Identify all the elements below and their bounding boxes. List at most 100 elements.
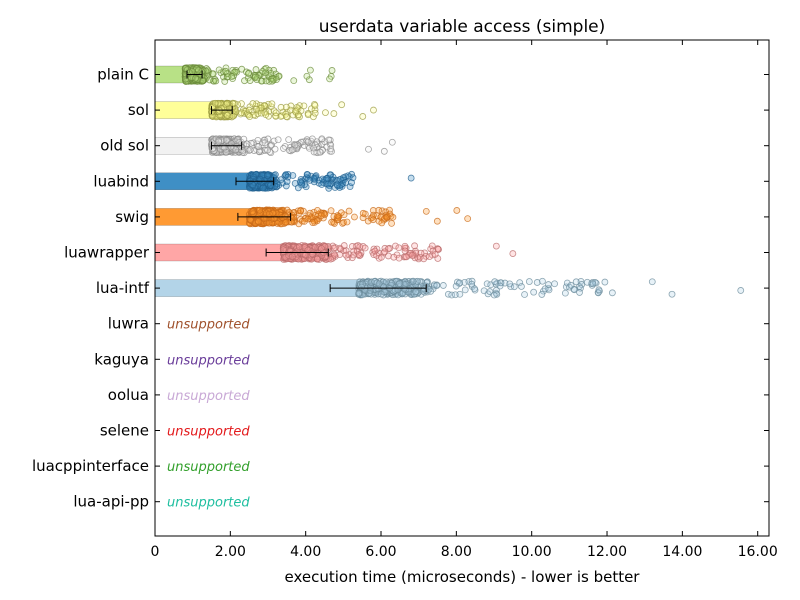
sample-point-luawrapper	[420, 255, 428, 263]
sample-point-old-sol	[280, 145, 287, 152]
sample-point-plain-c	[262, 77, 270, 85]
sample-point-swig	[345, 207, 353, 215]
x-axis-title: execution time (microseconds) - lower is…	[285, 568, 641, 586]
sample-point-swig	[309, 219, 317, 226]
sample-point-swig	[388, 219, 395, 227]
sample-point-lua-intf	[506, 280, 514, 288]
sample-point-sol	[293, 103, 301, 111]
sample-point-luawrapper	[311, 243, 319, 251]
sample-point-lua-intf	[518, 283, 525, 290]
unsupported-label-luwra: unsupported	[167, 318, 250, 333]
sample-point-luawrapper	[492, 242, 500, 250]
sample-point-plain-c	[262, 69, 270, 77]
sample-point-lua-intf	[539, 277, 546, 285]
sample-point-sol	[238, 100, 245, 108]
sample-point-swig	[248, 208, 256, 216]
sample-point-sol	[257, 109, 265, 117]
sample-point-plain-c	[212, 77, 220, 85]
sample-point-swig	[314, 206, 321, 214]
sample-point-luabind	[342, 179, 350, 186]
sample-point-lua-intf	[412, 288, 419, 296]
sample-point-swig	[260, 215, 268, 222]
sample-point-lua-intf	[358, 283, 365, 291]
sample-point-lua-intf	[561, 289, 569, 297]
sample-point-swig	[389, 213, 397, 221]
bar-sol	[154, 101, 214, 119]
sample-point-sol	[272, 109, 280, 117]
sample-point-sol	[300, 102, 308, 110]
sample-point-plain-c	[328, 67, 336, 74]
sample-point-plain-c	[252, 73, 259, 81]
y-label-old-sol: old sol	[100, 137, 149, 155]
sample-point-sol	[330, 110, 338, 117]
sample-point-swig	[369, 207, 377, 214]
sample-point-plain-c	[228, 73, 236, 80]
sample-point-old-sol	[209, 145, 217, 153]
sample-point-luawrapper	[377, 253, 385, 261]
x-tick-label-5: 10.00	[512, 544, 552, 560]
sample-point-luabind	[318, 181, 326, 188]
sample-point-old-sol	[304, 138, 312, 146]
y-label-sol: sol	[128, 101, 149, 119]
x-tick-label-3: 6.00	[365, 544, 396, 560]
sample-point-luabind	[296, 178, 304, 186]
sample-point-lua-intf	[468, 280, 476, 288]
y-label-kaguya: kaguya	[94, 350, 149, 368]
sample-point-plain-c	[252, 66, 260, 73]
sample-point-swig	[464, 215, 472, 223]
sample-point-sol	[311, 102, 319, 109]
unsupported-label-lua-api-pp: unsupported	[167, 496, 250, 511]
bar-luabind	[154, 172, 250, 190]
sample-point-swig	[369, 216, 377, 224]
y-label-luawrapper: luawrapper	[64, 244, 150, 262]
sample-point-plain-c	[303, 72, 311, 80]
sample-point-plain-c	[305, 76, 313, 84]
unsupported-label-oolua: unsupported	[167, 389, 250, 404]
sample-point-luabind	[259, 184, 267, 192]
sample-point-swig	[453, 207, 461, 214]
sample-point-old-sol	[222, 136, 230, 144]
sample-point-sol	[291, 107, 299, 115]
sample-point-old-sol	[227, 143, 235, 151]
sample-point-lua-intf	[425, 285, 433, 293]
sample-point-luabind	[348, 179, 355, 187]
unsupported-label-kaguya: unsupported	[167, 353, 250, 368]
sample-point-luawrapper	[381, 248, 389, 256]
sample-point-lua-intf	[648, 278, 656, 286]
sample-point-lua-intf	[595, 286, 603, 294]
sample-point-old-sol	[220, 143, 228, 151]
samples-old-sol	[208, 135, 396, 157]
sample-point-old-sol	[246, 146, 254, 154]
x-tick-label-2: 4.00	[290, 544, 321, 560]
sample-point-luabind	[306, 176, 314, 184]
sample-point-luabind	[271, 171, 279, 179]
sample-point-plain-c	[268, 77, 276, 85]
sample-point-old-sol	[327, 145, 335, 153]
sample-point-lua-intf	[541, 285, 549, 293]
sample-point-swig	[301, 217, 308, 225]
sample-point-old-sol	[325, 136, 333, 144]
sample-point-plain-c	[182, 75, 190, 83]
sample-point-luabind	[284, 173, 292, 181]
sample-point-plain-c	[215, 66, 223, 74]
sample-point-lua-intf	[439, 282, 447, 289]
sample-point-sol	[311, 109, 319, 117]
sample-point-luawrapper	[408, 252, 416, 259]
sample-point-swig	[422, 207, 430, 215]
sample-point-luawrapper	[288, 253, 296, 261]
sample-point-luabind	[324, 180, 332, 188]
sample-point-luawrapper	[395, 244, 403, 252]
sample-point-plain-c	[209, 70, 217, 78]
sample-point-lua-intf	[583, 278, 591, 286]
sample-point-luawrapper	[361, 244, 369, 252]
sample-point-plain-c	[209, 77, 217, 85]
sample-point-sol	[338, 101, 346, 109]
sample-point-sol	[268, 100, 276, 108]
sample-point-sol	[283, 113, 290, 120]
sample-point-lua-intf	[383, 278, 390, 286]
sample-point-luawrapper	[340, 242, 348, 249]
sample-point-old-sol	[239, 147, 247, 154]
bar-old-sol	[154, 137, 216, 155]
y-label-selene: selene	[100, 422, 149, 440]
